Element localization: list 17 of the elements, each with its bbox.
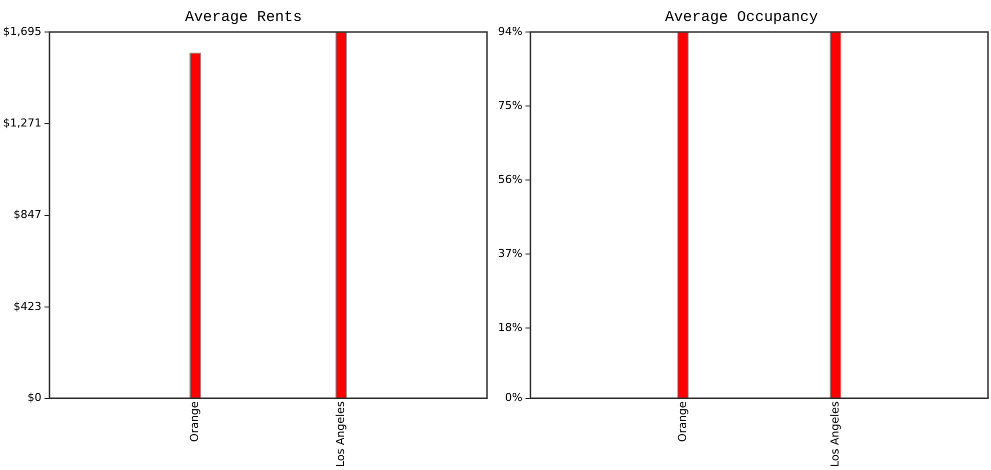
y-tick-label: $1,695 [2, 24, 42, 38]
y-tick-label: $423 [13, 300, 42, 313]
y-tick-label: 56% [498, 172, 522, 186]
y-tick-label: 75% [498, 98, 522, 112]
x-tick-label: Orange [676, 401, 689, 442]
x-tick-label: Orange [188, 401, 202, 442]
y-tick-label: 37% [498, 246, 522, 260]
y-tick-label: $1,271 [2, 116, 42, 130]
y-tick-label: 94% [498, 24, 522, 38]
y-tick-label: $847 [13, 208, 42, 222]
chart-title: Average Occupancy [664, 8, 818, 26]
x-tick-label: Los Angeles [334, 401, 348, 468]
x-tick-label: Los Angeles [828, 401, 842, 468]
y-tick-label: 0% [504, 391, 522, 404]
chart-title: Average Rents [184, 8, 302, 26]
y-tick-label: $0 [27, 391, 42, 404]
y-tick-label: 18% [498, 321, 522, 334]
